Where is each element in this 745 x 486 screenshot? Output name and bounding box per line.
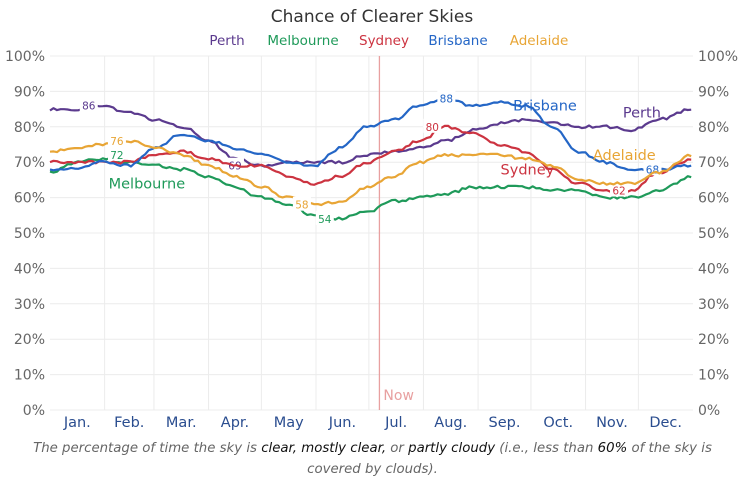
y-tick-label: 60% <box>698 191 729 207</box>
series-adelaide: 76 58 Adelaide <box>49 132 692 212</box>
line-perth <box>49 104 692 168</box>
month-label: Jun. <box>328 415 356 431</box>
caption-text: The percentage of time the sky is <box>33 441 262 456</box>
series-label-perth: Perth <box>623 106 661 122</box>
line-adelaide <box>49 139 692 207</box>
month-label: Jul. <box>384 415 407 431</box>
data-label-bg <box>315 210 334 225</box>
series-sydney: 80 62 Sydney <box>49 118 692 198</box>
y-tick-label: 0% <box>698 403 720 419</box>
month-label: Sep. <box>489 415 521 431</box>
data-label: 58 <box>295 200 308 212</box>
data-label-bg <box>107 132 126 147</box>
y-tick-label: 30% <box>14 297 45 313</box>
y-tick-label: 10% <box>698 368 729 384</box>
grid <box>50 55 693 411</box>
data-label-bg <box>610 182 629 197</box>
legend-sydney[interactable]: Sydney <box>359 33 409 49</box>
y-tick-label: 50% <box>698 226 729 242</box>
y-tick-label: 20% <box>14 332 45 348</box>
legend-brisbane[interactable]: Brisbane <box>428 33 487 49</box>
now-marker: Now <box>378 56 414 410</box>
caption-emphasis: 60% <box>597 441 628 456</box>
caption-emphasis: clear, mostly clear, <box>261 441 387 456</box>
legend-perth[interactable]: Perth <box>209 33 244 49</box>
y-axis-left: 0% 10% 20% 30% 40% 50% 60% 70% 80% 90% 100% <box>5 49 45 419</box>
data-label: 80 <box>426 122 439 134</box>
data-label-bg <box>423 118 442 133</box>
y-tick-label: 40% <box>14 261 45 277</box>
caption-text: of the sky is covered by clouds). <box>307 441 712 477</box>
legend: Perth Melbourne Sydney Brisbane Adelaide <box>209 33 568 49</box>
data-label: 72 <box>110 150 123 162</box>
data-label-bg <box>437 90 456 105</box>
data-label: 54 <box>318 214 332 226</box>
month-label: Feb. <box>114 415 144 431</box>
series-label-melbourne: Melbourne <box>109 176 186 192</box>
month-label: Jan. <box>63 415 91 431</box>
y-tick-label: 0% <box>23 403 45 419</box>
month-label: Aug. <box>434 415 467 431</box>
line-sydney <box>49 124 692 193</box>
data-label-bg <box>292 196 311 211</box>
series-melbourne: 72 54 Melbourne <box>49 147 692 226</box>
data-label-bg <box>107 147 126 162</box>
month-label: Dec. <box>649 415 682 431</box>
y-tick-label: 90% <box>698 84 729 100</box>
series-label-sydney: Sydney <box>501 162 555 178</box>
chart-title: Chance of Clearer Skies <box>271 7 474 27</box>
data-label: 68 <box>646 164 659 176</box>
y-tick-label: 70% <box>14 155 45 171</box>
month-label: Nov. <box>596 415 628 431</box>
y-axis-right: 0% 10% 20% 30% 40% 50% 60% 70% 80% 90% 100% <box>698 49 738 419</box>
caption-emphasis: partly cloudy <box>408 441 496 456</box>
month-label: Mar. <box>166 415 197 431</box>
x-axis: Jan. Feb. Mar. Apr. May Jun. Jul. Aug. Sep. Oct. N… <box>63 415 682 431</box>
data-label: 76 <box>110 136 124 148</box>
now-label: Now <box>383 388 414 404</box>
legend-adelaide[interactable]: Adelaide <box>510 33 569 49</box>
y-tick-label: 70% <box>698 155 729 171</box>
month-label: May <box>274 415 304 431</box>
chart-caption: The percentage of time the sky is clear,… <box>20 438 725 480</box>
month-label: Apr. <box>221 415 249 431</box>
data-label: 86 <box>82 101 96 113</box>
month-label: Oct. <box>543 415 573 431</box>
legend-melbourne[interactable]: Melbourne <box>267 33 338 49</box>
y-tick-label: 100% <box>698 49 738 65</box>
chart: Chance of Clearer Skies Perth Melbourne Sy… <box>5 7 738 431</box>
y-tick-label: 90% <box>14 84 45 100</box>
data-label: 88 <box>440 93 453 105</box>
y-tick-label: 50% <box>14 226 45 242</box>
y-tick-label: 40% <box>698 261 729 277</box>
data-label: 62 <box>612 186 625 198</box>
y-tick-label: 30% <box>698 297 729 313</box>
y-tick-label: 100% <box>5 49 45 65</box>
y-tick-label: 80% <box>14 120 45 136</box>
y-tick-label: 10% <box>14 368 45 384</box>
series-label-adelaide: Adelaide <box>593 148 656 164</box>
y-tick-label: 80% <box>698 120 729 136</box>
line-melbourne <box>49 157 692 221</box>
series-label-brisbane: Brisbane <box>513 99 577 115</box>
caption-text: (i.e., less than <box>495 441 598 456</box>
data-label-bg <box>79 97 98 112</box>
y-tick-label: 60% <box>14 191 45 207</box>
y-tick-label: 20% <box>698 332 729 348</box>
caption-text: or <box>386 441 409 456</box>
